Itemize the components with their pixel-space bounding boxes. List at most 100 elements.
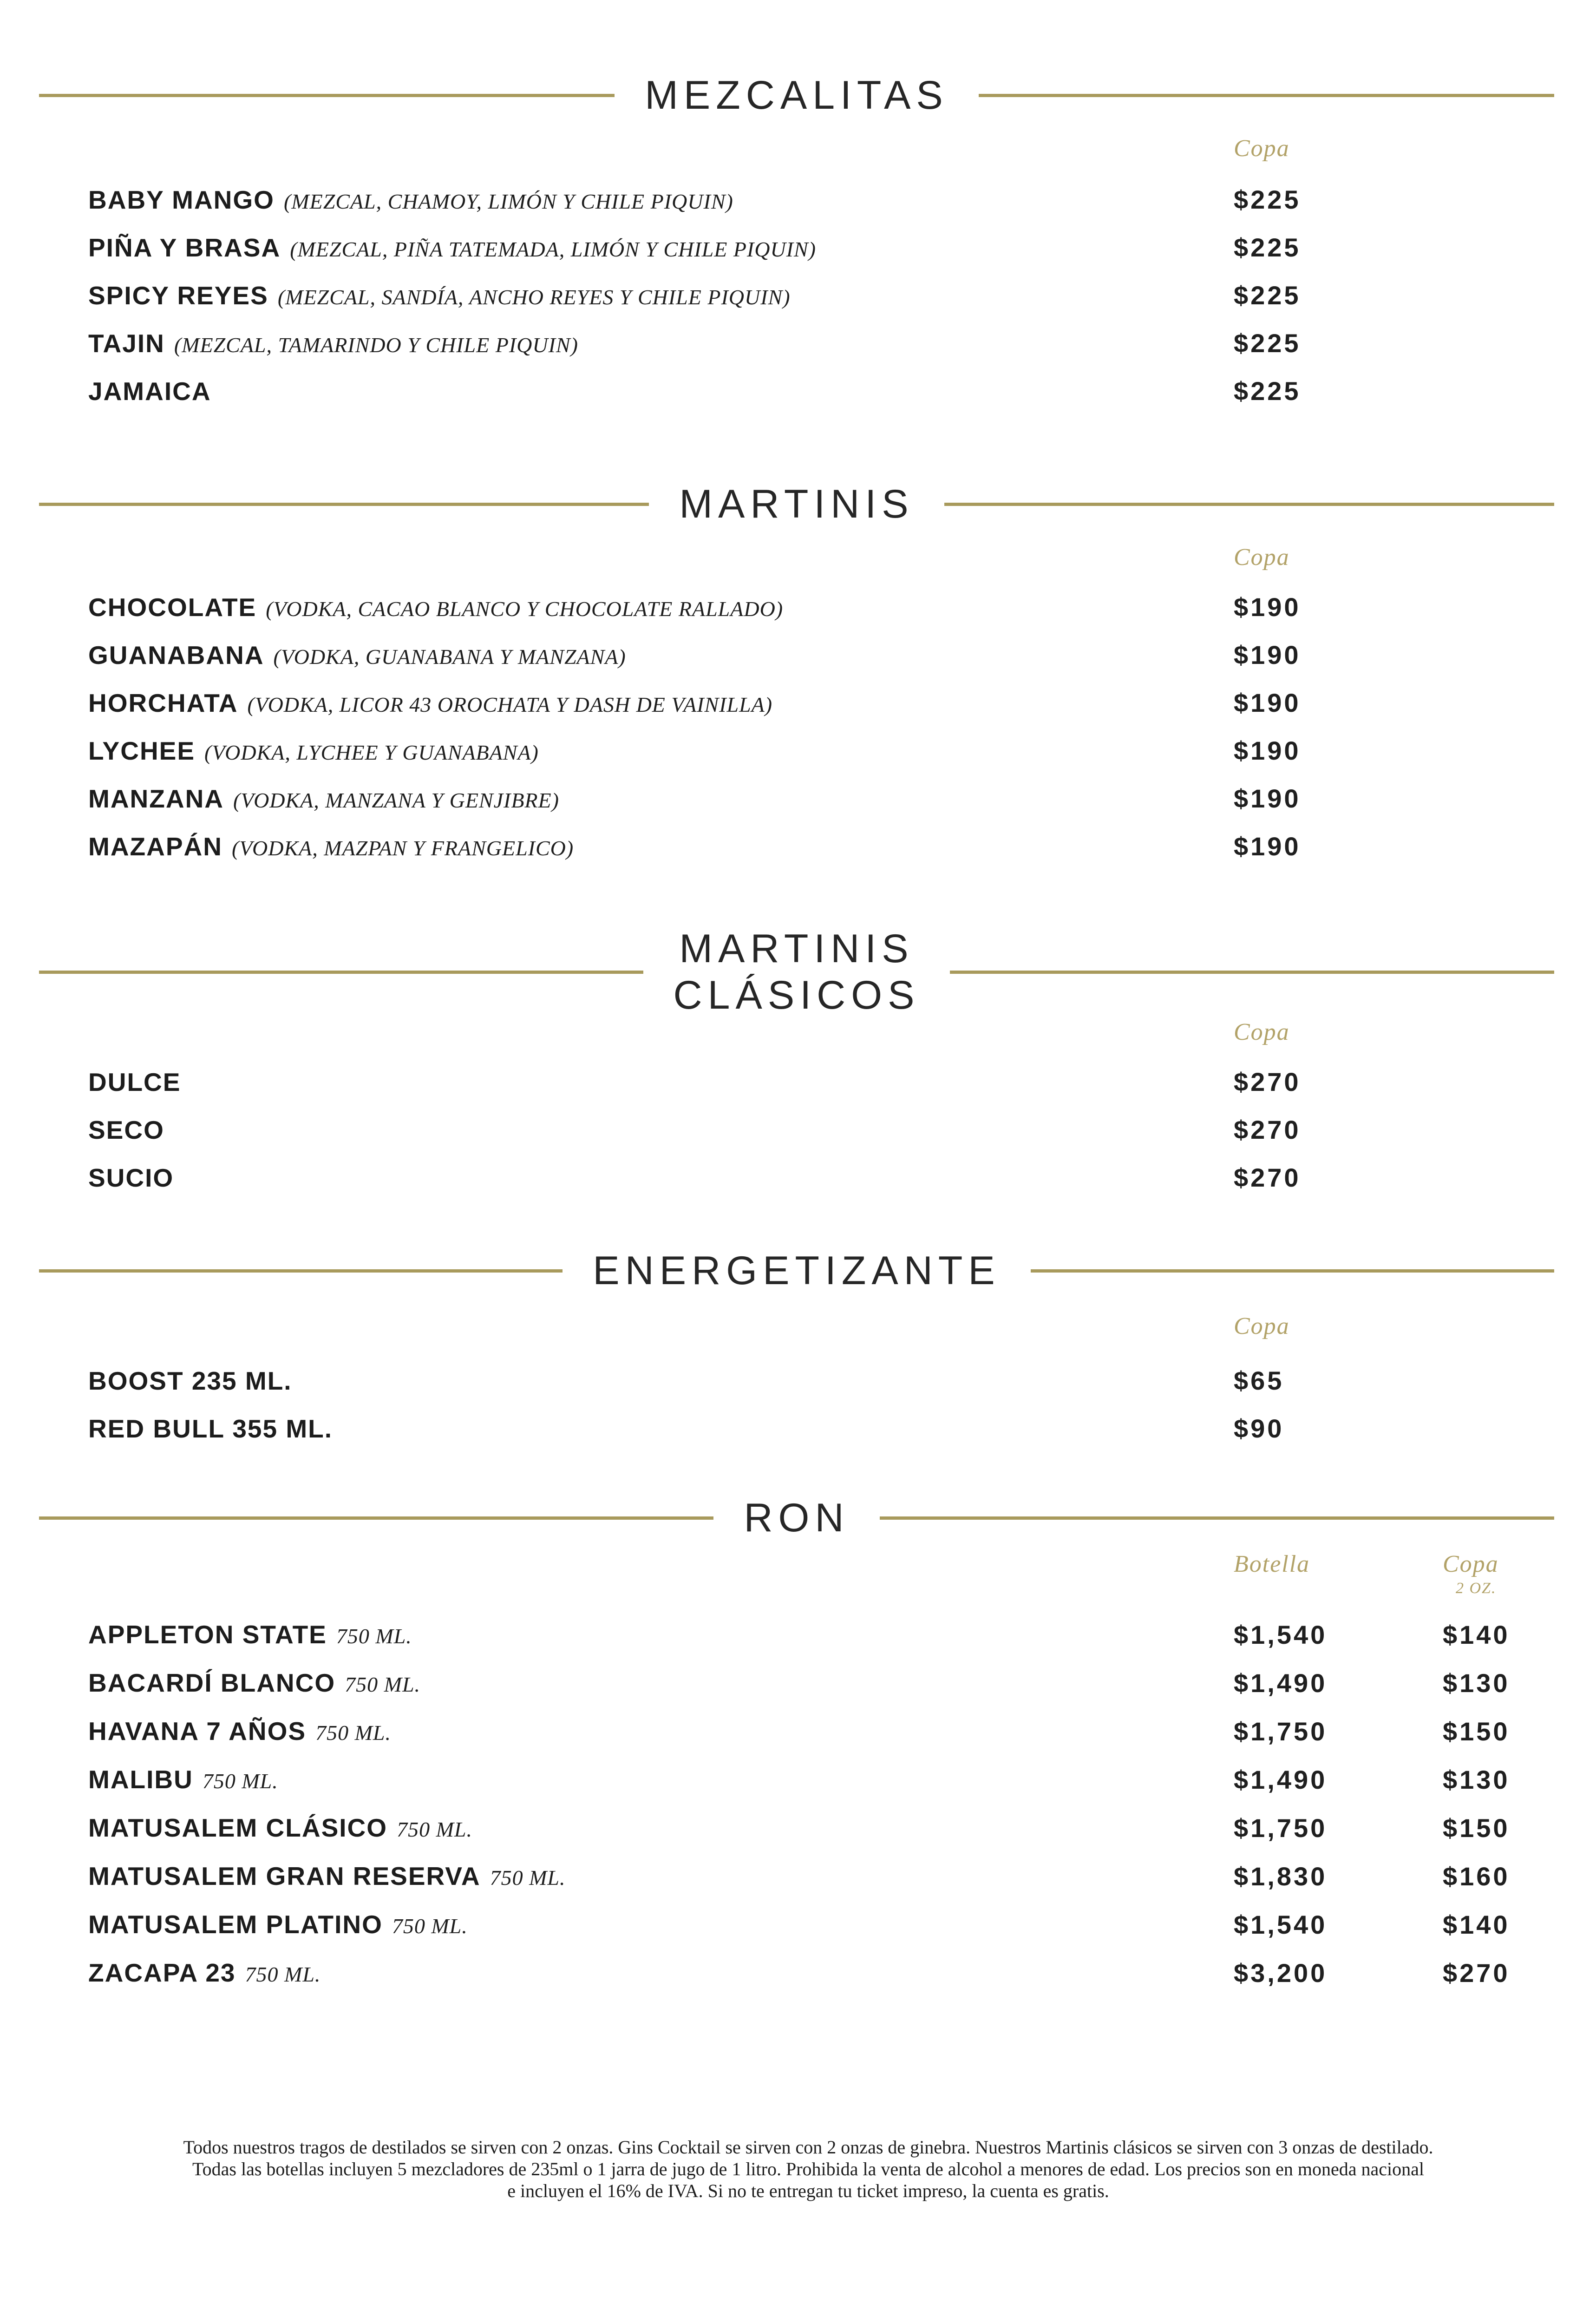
gold-rule-left: [39, 93, 615, 97]
item-description: (VODKA, LYCHEE Y GUANABANA): [204, 740, 539, 764]
item-price: $150: [1443, 1813, 1510, 1843]
item-name-cell: ZACAPA 23 750 ML.: [88, 1958, 1231, 1988]
footer-line: Todas las botellas incluyen 5 mezcladore…: [192, 2159, 1424, 2179]
menu-item-row: MATUSALEM PLATINO 750 ML. $1,540 $140: [88, 1900, 1528, 1949]
footer-line: e incluyen el 16% de IVA. Si no te entre…: [507, 2180, 1109, 2201]
item-price: $1,540: [1234, 1620, 1328, 1649]
item-description: 750 ML.: [345, 1673, 421, 1696]
item-rows: APPLETON STATE 750 ML. $1,540 $140 BACARDÍ B…: [88, 1610, 1528, 1997]
item-name: RED BULL 355 ML.: [88, 1414, 333, 1443]
item-price: $1,750: [1234, 1813, 1328, 1843]
item-name: CHOCOLATE: [88, 592, 257, 622]
item-price: $225: [1234, 233, 1301, 262]
item-name: BOOST 235 ML.: [88, 1366, 292, 1395]
item-name-cell: SPICY REYES (MEZCAL, SANDÍA, ANCHO REYES …: [88, 281, 1231, 310]
item-name: SUCIO: [88, 1163, 174, 1192]
item-name-cell: BACARDÍ BLANCO 750 ML.: [88, 1668, 1231, 1698]
item-price: $190: [1234, 736, 1301, 765]
item-price: $190: [1234, 832, 1301, 861]
item-description: 750 ML.: [202, 1769, 278, 1793]
item-price: $190: [1234, 784, 1301, 813]
menu-section-martinis: MARTINIS Copa CHOCOLATE (VODKA, CACAO BLA…: [39, 481, 1554, 870]
section-title: MARTINIS CLÁSICOS: [673, 926, 920, 1017]
item-name: JAMAICA: [88, 376, 211, 406]
item-name: SECO: [88, 1115, 164, 1144]
item-name-cell: CHOCOLATE (VODKA, CACAO BLANCO Y CHOCOLAT…: [88, 592, 1231, 622]
menu-item-row: SUCIO $270: [88, 1154, 1528, 1201]
drinks-menu-page: MEZCALITAS Copa BABY MANGO (MEZCAL, CHAMO…: [0, 72, 1596, 2323]
menu-item-row: HAVANA 7 AÑOS 750 ML. $1,750 $150: [88, 1707, 1528, 1755]
item-name: MALIBU: [88, 1765, 193, 1794]
item-name: PIÑA Y BRASA: [88, 233, 281, 262]
item-price: $140: [1443, 1620, 1510, 1649]
menu-sections: MEZCALITAS Copa BABY MANGO (MEZCAL, CHAMO…: [39, 72, 1555, 1997]
price-column-label: Copa: [1234, 1019, 1290, 1045]
menu-item-row: SPICY REYES (MEZCAL, SANDÍA, ANCHO REYES …: [88, 271, 1528, 319]
item-price: $3,200: [1234, 1958, 1328, 1988]
item-name-cell: DULCE: [88, 1067, 1231, 1097]
item-name: GUANABANA: [88, 640, 264, 669]
item-price: $190: [1234, 640, 1301, 669]
item-price: $225: [1234, 281, 1301, 310]
item-name-cell: APPLETON STATE 750 ML.: [88, 1620, 1231, 1649]
item-name: ZACAPA 23: [88, 1958, 236, 1987]
item-name: DULCE: [88, 1067, 181, 1096]
menu-item-row: LYCHEE (VODKA, LYCHEE Y GUANABANA) $190: [88, 727, 1528, 774]
menu-page: { "colors": { "gold": "#a89a5c", "ink": …: [0, 72, 1596, 2323]
item-name: APPLETON STATE: [88, 1620, 327, 1649]
price-column-label: Copa: [1234, 135, 1290, 162]
item-name-cell: BABY MANGO (MEZCAL, CHAMOY, LIMÓN Y CHILE…: [88, 185, 1231, 215]
gold-rule-left: [39, 1269, 563, 1273]
item-name-cell: JAMAICA: [88, 376, 1231, 406]
item-name: HORCHATA: [88, 688, 238, 717]
item-description: 750 ML.: [245, 1962, 321, 1986]
item-price: $140: [1443, 1910, 1510, 1939]
item-description: (MEZCAL, PIÑA TATEMADA, LIMÓN Y CHILE PI…: [290, 237, 816, 261]
item-name: SPICY REYES: [88, 281, 268, 310]
item-description: (VODKA, MANZANA Y GENJIBRE): [233, 788, 559, 812]
menu-item-row: MANZANA (VODKA, MANZANA Y GENJIBRE) $190: [88, 774, 1528, 822]
item-price: $65: [1234, 1366, 1284, 1395]
item-name: MATUSALEM GRAN RESERVA: [88, 1862, 481, 1890]
item-price: $1,490: [1234, 1765, 1328, 1794]
menu-item-row: BACARDÍ BLANCO 750 ML. $1,490 $130: [88, 1659, 1528, 1707]
item-description: 750 ML.: [397, 1818, 472, 1841]
item-description: 750 ML.: [336, 1624, 412, 1648]
item-name-cell: RED BULL 355 ML.: [88, 1414, 1231, 1444]
item-name-cell: BOOST 235 ML.: [88, 1366, 1231, 1396]
section-title: MEZCALITAS: [645, 73, 948, 118]
menu-item-row: RED BULL 355 ML. $90: [88, 1404, 1528, 1452]
item-price: $150: [1443, 1716, 1510, 1746]
item-name-cell: GUANABANA (VODKA, GUANABANA Y MANZANA): [88, 640, 1231, 670]
item-rows: BOOST 235 ML. $65 RED BULL 355 ML. $90: [88, 1357, 1528, 1452]
menu-item-row: DULCE $270: [88, 1058, 1528, 1106]
item-name: BACARDÍ BLANCO: [88, 1668, 336, 1697]
menu-item-row: APPLETON STATE 750 ML. $1,540 $140: [88, 1610, 1528, 1659]
item-name: MATUSALEM PLATINO: [88, 1910, 383, 1939]
item-name-cell: MAZAPÁN (VODKA, MAZPAN Y FRANGELICO): [88, 832, 1231, 861]
price-column-label: Copa: [1234, 544, 1290, 571]
menu-item-row: ZACAPA 23 750 ML. $3,200 $270: [88, 1949, 1528, 1997]
menu-item-row: BOOST 235 ML. $65: [88, 1357, 1528, 1404]
section-header: ENERGETIZANTE: [39, 1247, 1555, 1294]
item-price: $270: [1234, 1163, 1301, 1192]
item-name-cell: HAVANA 7 AÑOS 750 ML.: [88, 1716, 1231, 1746]
price-column-headers: Copa: [88, 1018, 1528, 1046]
item-name-cell: MATUSALEM PLATINO 750 ML.: [88, 1910, 1231, 1939]
item-name-cell: SECO: [88, 1115, 1231, 1145]
section-header: RON: [39, 1495, 1555, 1541]
price-column-headers: Copa: [88, 135, 1528, 163]
section-title: RON: [744, 1496, 850, 1540]
item-price: $270: [1234, 1067, 1301, 1096]
item-name-cell: MANZANA (VODKA, MANZANA Y GENJIBRE): [88, 784, 1231, 814]
item-name-cell: HORCHATA (VODKA, LICOR 43 OROCHATA Y DASH…: [88, 688, 1231, 718]
item-name-cell: PIÑA Y BRASA (MEZCAL, PIÑA TATEMADA, LIMÓ…: [88, 233, 1231, 262]
item-price: $1,540: [1234, 1910, 1328, 1939]
item-price: $190: [1234, 688, 1301, 717]
footer-disclaimer: Todos nuestros tragos de destilados se s…: [70, 2136, 1547, 2202]
item-price: $90: [1234, 1414, 1284, 1443]
menu-item-row: TAJIN (MEZCAL, TAMARINDO Y CHILE PIQUIN) $…: [88, 319, 1528, 367]
item-description: (MEZCAL, CHAMOY, LIMÓN Y CHILE PIQUIN): [283, 189, 733, 213]
price-column-label: Copa: [1443, 1551, 1499, 1577]
menu-item-row: MAZAPÁN (VODKA, MAZPAN Y FRANGELICO) $190: [88, 822, 1528, 870]
